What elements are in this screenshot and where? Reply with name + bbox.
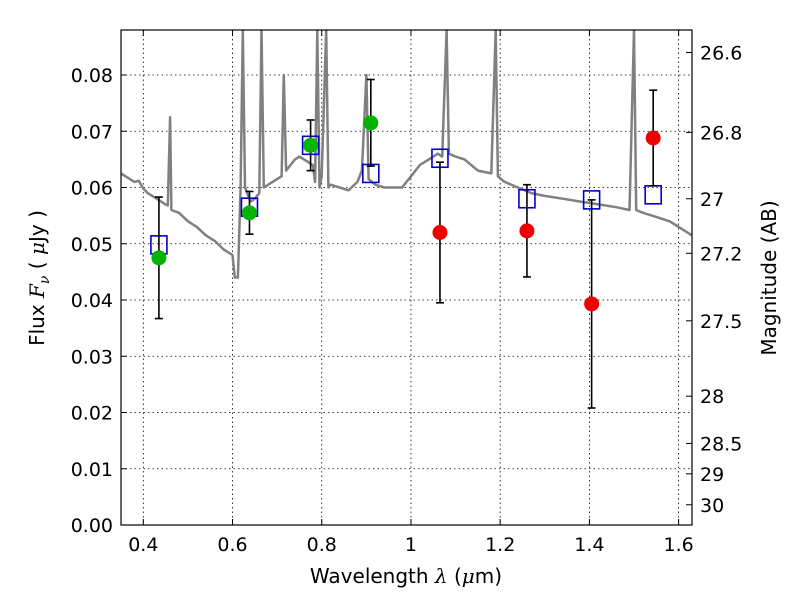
x-tick-label: 0.4 <box>128 534 158 556</box>
y-tick-label: 0.02 <box>71 403 113 425</box>
y2-tick-label: 27 <box>700 189 724 211</box>
y-axis-label: Flux Fν ( μJy ) <box>25 210 53 346</box>
y2-tick-label: 28.5 <box>700 433 742 455</box>
x-tick-label: 0.8 <box>307 534 337 556</box>
red-data-point <box>645 130 661 146</box>
grid-lines <box>121 30 692 526</box>
x-tick-label: 1 <box>405 534 417 556</box>
y-tick-label: 0.04 <box>71 290 113 312</box>
x-tick-label: 1.4 <box>574 534 604 556</box>
red-data-point <box>584 296 600 312</box>
x-tick-label: 0.6 <box>217 534 247 556</box>
green-data-point <box>241 205 257 221</box>
y2-axis: 26.6 26.8 27 27.2 27.5 28 28.5 29 30 <box>686 43 742 517</box>
green-data-point <box>303 137 319 153</box>
plot-area <box>121 30 692 409</box>
y-tick-label: 0.01 <box>71 459 113 481</box>
y-tick-label: 0.07 <box>71 121 113 143</box>
x-tick-label: 1.6 <box>664 534 694 556</box>
spectrum-line <box>121 30 692 279</box>
y-axis: 0.00 0.01 0.02 0.03 0.04 0.05 0.06 0.07 0.08 <box>71 65 127 537</box>
x-axis: 0.4 0.6 0.8 1 1.2 1.4 1.6 <box>128 30 694 556</box>
x-tick-label: 1.2 <box>485 534 515 556</box>
x-axis-label: Wavelength λ (μm) <box>310 564 502 588</box>
y-tick-label: 0.08 <box>71 65 113 87</box>
y-tick-label: 0.06 <box>71 178 113 200</box>
red-data-point <box>519 223 535 239</box>
y2-tick-label: 28 <box>700 386 724 408</box>
y-tick-label: 0.05 <box>71 234 113 256</box>
green-data-point <box>151 250 167 266</box>
y-tick-label: 0.00 <box>71 515 113 537</box>
y2-tick-label: 26.6 <box>700 43 742 65</box>
y2-tick-label: 27.2 <box>700 243 742 265</box>
y2-tick-label: 29 <box>700 464 724 486</box>
red-data-point <box>432 225 448 240</box>
y2-tick-label: 27.5 <box>700 311 742 333</box>
y2-axis-label: Magnitude (AB) <box>757 200 781 355</box>
y-tick-label: 0.03 <box>71 346 113 368</box>
plot-frame <box>120 29 693 526</box>
green-data-point <box>363 115 379 131</box>
model-square <box>644 185 662 205</box>
y2-tick-label: 26.8 <box>700 122 742 144</box>
y2-tick-label: 30 <box>700 495 724 517</box>
